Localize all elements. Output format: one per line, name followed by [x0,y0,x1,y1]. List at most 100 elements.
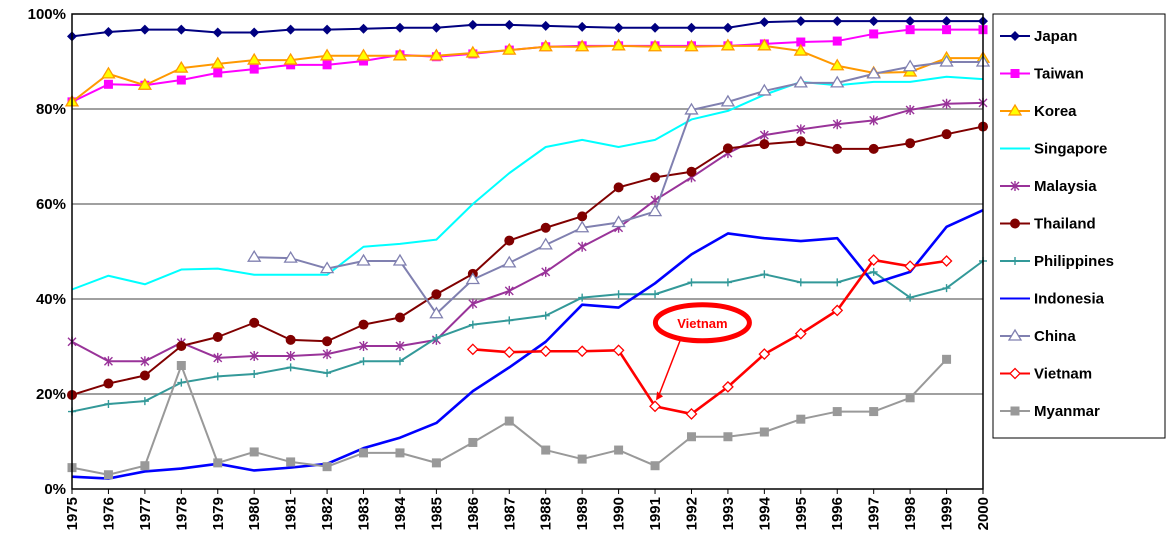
data-point [465,45,480,58]
data-point [832,119,842,130]
x-tick-label: 1982 [319,497,336,530]
x-tick-label: 1998 [902,497,919,530]
legend-item-indonesia: Indonesia [1000,291,1105,308]
data-point [684,102,699,115]
data-point [250,370,259,379]
data-point [869,29,879,39]
data-point [942,354,952,364]
data-point [868,16,879,27]
data-point [176,361,186,370]
data-point [866,66,881,79]
data-point [1007,328,1023,341]
data-point [613,22,624,33]
data-point [794,327,807,340]
data-point [139,24,150,35]
data-point [941,16,952,27]
plot-border [71,13,984,490]
data-point [137,77,153,90]
data-point [286,363,295,372]
data-point [322,24,333,35]
data-point [177,378,186,387]
data-point [796,37,806,47]
x-tick-label: 1993 [720,497,737,530]
data-point [1007,103,1023,116]
data-point [686,432,696,442]
legend-item-korea: Korea [1000,103,1077,120]
data-point [286,351,296,361]
data-point [577,241,587,252]
data-point [139,370,150,381]
data-point [723,278,732,287]
data-point [1011,257,1019,265]
x-tick-label: 1995 [793,497,810,530]
legend-item-japan: Japan [1000,28,1077,45]
data-point [1010,406,1020,416]
data-point [905,138,916,149]
data-point [832,407,842,417]
data-point [359,56,369,66]
data-point [684,39,699,52]
data-point [283,250,298,263]
data-point [392,253,408,266]
data-point [322,349,332,360]
data-point [578,293,587,302]
data-point [869,407,879,417]
legend-label: Korea [1034,103,1077,120]
data-point [541,266,551,277]
data-point [103,378,114,389]
data-point [249,64,259,74]
data-point [647,39,663,52]
x-tick-label: 1997 [866,497,883,530]
series-japan [67,16,988,42]
data-point [468,298,478,309]
data-point [176,24,187,35]
data-point [723,432,733,442]
data-point [504,235,515,246]
data-point [322,336,333,347]
data-point [140,397,149,406]
data-point [796,124,806,135]
x-tick-label: 1979 [210,497,227,530]
data-point [757,83,772,96]
data-point [1009,367,1021,380]
data-point [575,39,590,52]
data-point [431,458,441,468]
data-point [905,16,916,27]
data-point [832,143,843,154]
data-point [942,284,951,293]
series-singapore [71,75,984,291]
data-point [538,237,553,250]
legend-item-china: China [1000,328,1076,345]
annotation-ellipse [652,302,752,344]
data-point [869,267,878,276]
x-tick-label: 1983 [356,497,373,530]
data-point [577,21,588,32]
data-point [795,16,806,27]
x-tick-label: 1977 [137,497,154,530]
data-point [103,470,113,480]
x-tick-label: 1996 [829,497,846,530]
data-point [319,48,335,61]
data-point [758,348,771,361]
data-point [358,23,369,34]
data-point [942,25,952,35]
data-point [650,172,661,183]
data-point [757,38,772,51]
data-point [942,98,952,109]
data-point [504,19,515,30]
x-tick-label: 1992 [683,497,700,530]
data-point [322,462,332,472]
gridlines [72,108,983,395]
annotation-label: Vietnam [677,316,727,331]
data-point [104,399,113,408]
data-point [612,344,625,357]
data-point [577,211,588,222]
data-point [356,253,371,266]
y-tick-label: 100% [28,6,66,23]
x-tick-label: 1980 [246,497,263,530]
legend-label: Indonesia [1034,291,1105,308]
series-indonesia [71,208,984,480]
data-point [213,352,223,363]
data-point [538,39,553,52]
y-tick-label: 60% [36,196,66,213]
